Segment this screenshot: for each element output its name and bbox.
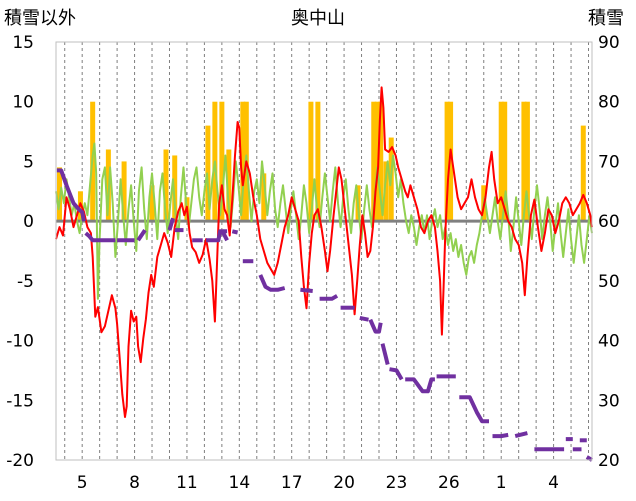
wind-series	[55, 142, 593, 300]
right-tick-label: 20	[598, 451, 620, 471]
snow-segment	[84, 231, 116, 243]
right-tick-label: 80	[598, 93, 620, 113]
precip-bar	[448, 101, 454, 222]
x-tick-label: 14	[229, 473, 251, 493]
x-tick-label: 1	[496, 473, 507, 493]
precip-bar	[524, 101, 530, 222]
precip-bar	[226, 149, 232, 222]
x-tick-label: 26	[438, 473, 460, 493]
precip-bar	[444, 101, 450, 222]
precip-bar	[219, 101, 225, 222]
precip-bar	[502, 101, 508, 222]
left-tick-label: -15	[6, 391, 34, 411]
x-tick-label: 5	[77, 473, 88, 493]
precip-bar	[378, 101, 384, 222]
precip-bar	[261, 173, 267, 222]
x-tick-label: 11	[176, 473, 198, 493]
x-tick-label: 20	[333, 473, 355, 493]
left-tick-label: 15	[12, 33, 34, 53]
snow-segment	[368, 318, 383, 334]
snow-segment	[300, 287, 313, 293]
wind-line	[55, 142, 593, 300]
x-tick-label: 23	[386, 473, 408, 493]
snow-segment	[258, 274, 286, 292]
x-tick-label: 8	[129, 473, 140, 493]
snow-segment	[231, 229, 239, 235]
snow-segment	[56, 168, 86, 222]
snow-segment	[380, 343, 390, 365]
snow-segment	[136, 228, 147, 242]
precip-bar	[149, 185, 155, 222]
left-tick-label: -10	[6, 332, 34, 352]
precip-bar	[163, 149, 169, 222]
precip-bar	[121, 161, 127, 222]
left-tick-label: -5	[17, 272, 34, 292]
precip-bar	[383, 161, 389, 222]
right-tick-label: 30	[598, 391, 620, 411]
left-axis-label: 積雪以外	[4, 8, 76, 29]
snow-segment	[167, 217, 175, 231]
snow-segment	[220, 229, 229, 242]
left-tick-label: 10	[12, 93, 34, 113]
temp-line	[55, 86, 593, 418]
precip-bar	[521, 101, 527, 222]
chart-title: 奥中山	[291, 8, 345, 29]
precip-bar	[580, 125, 586, 222]
right-tick-label: 50	[598, 272, 620, 292]
snow-segment	[405, 377, 435, 394]
snow-segment	[492, 432, 509, 439]
right-tick-label: 70	[598, 152, 620, 172]
precip-bar	[172, 155, 178, 222]
x-tick-label: 17	[281, 473, 303, 493]
grid	[64, 42, 590, 460]
right-tick-label: 90	[598, 33, 620, 53]
snow-segment	[514, 431, 528, 439]
left-tick-label: 5	[23, 152, 34, 172]
precip-bar	[498, 101, 504, 222]
right-tick-label: 40	[598, 332, 620, 352]
precip-bar	[240, 101, 246, 222]
snow-segment	[459, 395, 489, 424]
snow-series	[56, 168, 593, 462]
right-axis-label: 積雪	[588, 8, 624, 29]
precip-bar	[374, 101, 380, 222]
right-tick-label: 60	[598, 212, 620, 232]
precip-bar	[371, 101, 377, 222]
precip-bar	[308, 101, 314, 222]
snow-segment	[319, 294, 339, 301]
plot-frame	[55, 41, 593, 461]
left-tick-label: 0	[23, 212, 34, 232]
temp-series	[55, 86, 593, 418]
snow-segment	[389, 367, 404, 381]
x-tick-label: 4	[548, 473, 559, 493]
snow-segment	[359, 315, 369, 322]
left-tick-label: -20	[6, 451, 34, 471]
precip-bar	[315, 101, 321, 222]
